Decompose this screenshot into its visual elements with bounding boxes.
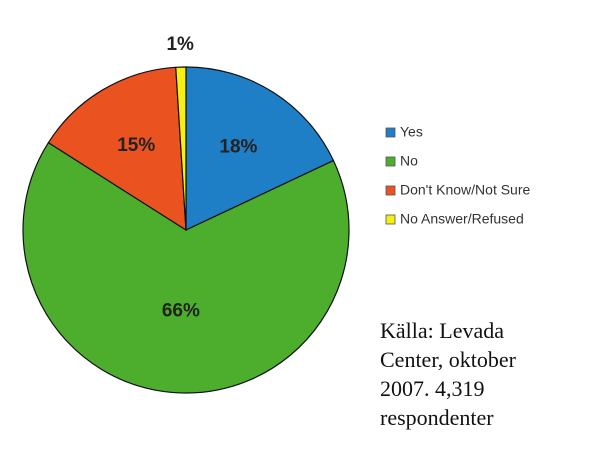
- legend-label: No: [400, 153, 418, 169]
- legend-swatch: [385, 214, 396, 225]
- legend-swatch: [385, 185, 396, 196]
- legend-label: Don't Know/Not Sure: [400, 182, 531, 198]
- pie-slice: [175, 66, 187, 231]
- data-label: 15%: [117, 135, 155, 156]
- legend-label: Yes: [400, 124, 423, 140]
- data-label: 1%: [166, 34, 194, 55]
- pie-slice: [22, 141, 350, 394]
- legend-swatch: [385, 127, 396, 138]
- data-label: 18%: [219, 136, 257, 157]
- pie-slice: [185, 66, 335, 231]
- legend-label: No Answer/Refused: [400, 211, 524, 227]
- legend-swatch: [385, 156, 396, 167]
- data-label: 66%: [162, 300, 200, 321]
- pie-slice: [47, 66, 187, 232]
- source-note: Källa: Levada Center, oktober 2007. 4,31…: [380, 318, 516, 430]
